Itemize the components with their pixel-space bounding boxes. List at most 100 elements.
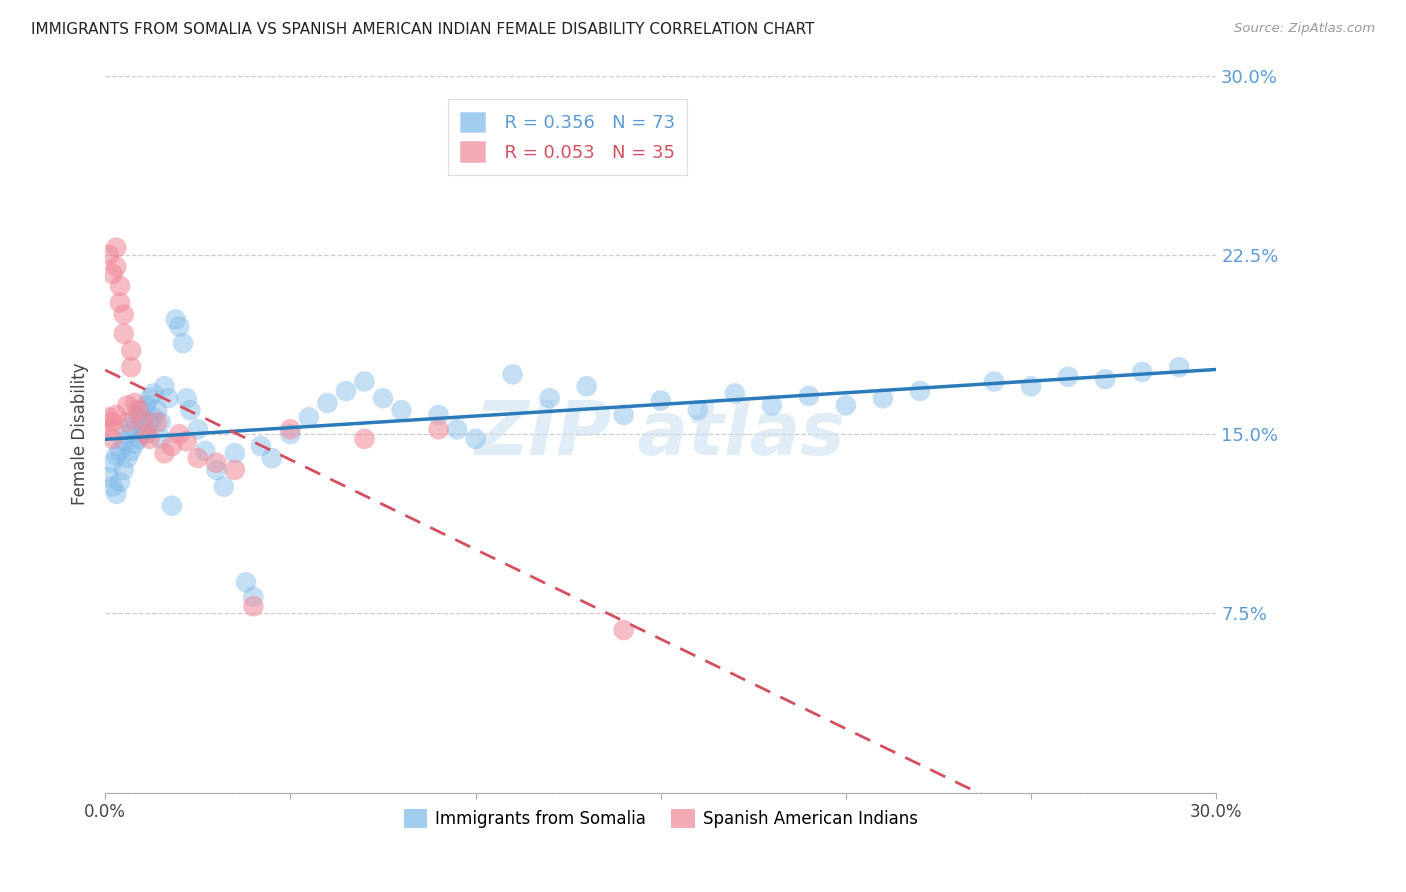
Point	[613, 623, 636, 637]
Point	[242, 590, 264, 604]
Point	[169, 427, 191, 442]
Point	[124, 396, 146, 410]
Text: Source: ZipAtlas.com: Source: ZipAtlas.com	[1234, 22, 1375, 36]
Point	[176, 391, 198, 405]
Point	[149, 432, 172, 446]
Point	[138, 391, 160, 405]
Point	[160, 499, 183, 513]
Point	[97, 422, 120, 436]
Point	[101, 432, 124, 446]
Point	[112, 308, 135, 322]
Point	[142, 410, 165, 425]
Point	[112, 434, 135, 449]
Text: ZIP atlas: ZIP atlas	[475, 398, 846, 471]
Text: IMMIGRANTS FROM SOMALIA VS SPANISH AMERICAN INDIAN FEMALE DISABILITY CORRELATION: IMMIGRANTS FROM SOMALIA VS SPANISH AMERI…	[31, 22, 814, 37]
Point	[797, 389, 820, 403]
Point	[235, 575, 257, 590]
Point	[101, 480, 124, 494]
Point	[205, 456, 228, 470]
Point	[1094, 372, 1116, 386]
Point	[124, 436, 146, 450]
Point	[112, 463, 135, 477]
Point	[135, 427, 157, 442]
Point	[101, 456, 124, 470]
Point	[1168, 360, 1191, 375]
Point	[138, 415, 160, 429]
Point	[105, 449, 128, 463]
Point	[135, 398, 157, 412]
Point	[108, 295, 131, 310]
Point	[120, 420, 142, 434]
Point	[391, 403, 413, 417]
Point	[120, 360, 142, 375]
Point	[575, 379, 598, 393]
Point	[97, 248, 120, 262]
Point	[187, 422, 209, 436]
Point	[138, 432, 160, 446]
Point	[176, 434, 198, 449]
Point	[146, 403, 169, 417]
Point	[446, 422, 468, 436]
Point	[650, 393, 672, 408]
Point	[835, 398, 858, 412]
Point	[97, 410, 120, 425]
Point	[224, 446, 246, 460]
Point	[298, 410, 321, 425]
Point	[872, 391, 894, 405]
Point	[280, 427, 302, 442]
Point	[538, 391, 561, 405]
Point	[205, 463, 228, 477]
Point	[105, 408, 128, 422]
Point	[187, 450, 209, 465]
Point	[165, 312, 187, 326]
Point	[105, 241, 128, 255]
Point	[117, 427, 139, 442]
Point	[146, 415, 169, 429]
Point	[128, 408, 150, 422]
Point	[135, 422, 157, 436]
Point	[224, 463, 246, 477]
Point	[131, 427, 153, 442]
Point	[108, 443, 131, 458]
Point	[97, 470, 120, 484]
Point	[153, 446, 176, 460]
Point	[169, 319, 191, 334]
Point	[724, 386, 747, 401]
Point	[149, 415, 172, 429]
Point	[105, 487, 128, 501]
Point	[124, 413, 146, 427]
Point	[128, 403, 150, 417]
Point	[117, 450, 139, 465]
Point	[335, 384, 357, 398]
Point	[464, 432, 486, 446]
Point	[1130, 365, 1153, 379]
Point	[502, 368, 524, 382]
Point	[157, 391, 180, 405]
Point	[427, 408, 450, 422]
Point	[613, 408, 636, 422]
Point	[131, 413, 153, 427]
Point	[908, 384, 931, 398]
Point	[120, 443, 142, 458]
Point	[117, 398, 139, 412]
Point	[194, 443, 217, 458]
Point	[120, 343, 142, 358]
Point	[427, 422, 450, 436]
Point	[353, 375, 375, 389]
Point	[117, 415, 139, 429]
Y-axis label: Female Disability: Female Disability	[72, 363, 89, 506]
Point	[101, 415, 124, 429]
Point	[112, 326, 135, 341]
Point	[1019, 379, 1042, 393]
Legend: Immigrants from Somalia, Spanish American Indians: Immigrants from Somalia, Spanish America…	[396, 802, 925, 835]
Point	[983, 375, 1005, 389]
Point	[108, 475, 131, 489]
Point	[316, 396, 339, 410]
Point	[142, 386, 165, 401]
Point	[128, 432, 150, 446]
Point	[1057, 369, 1080, 384]
Point	[242, 599, 264, 614]
Point	[108, 278, 131, 293]
Point	[101, 267, 124, 281]
Point	[131, 403, 153, 417]
